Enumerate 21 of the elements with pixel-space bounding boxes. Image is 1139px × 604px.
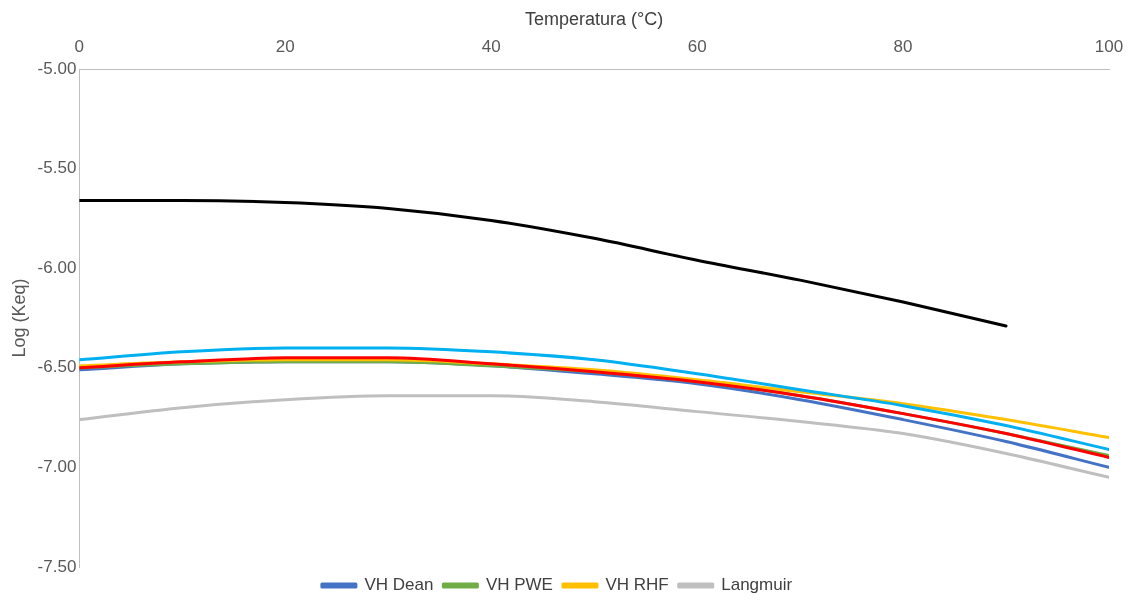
y-tick-label: -6.50 (37, 357, 77, 377)
y-tick-label: -6.00 (37, 257, 77, 277)
legend-label: VH Dean (364, 575, 434, 595)
y-axis-title: Log (Keq) (8, 278, 29, 358)
y-tick-label: -7.00 (37, 457, 77, 477)
x-tick-label: 80 (893, 37, 913, 57)
x-axis-title: Temperatura (°C) (525, 8, 664, 29)
x-tick-label: 60 (687, 37, 707, 57)
y-tick-label: -5.00 (37, 58, 77, 78)
x-tick-label: 40 (481, 37, 501, 57)
legend-label: VH RHF (605, 575, 669, 595)
legend-label: VH PWE (485, 575, 553, 595)
legend-label: Langmuir (721, 575, 793, 595)
line-series (79, 394, 1109, 479)
y-tick-label: -5.50 (37, 158, 77, 178)
x-tick-label: 20 (275, 37, 295, 57)
line-series (79, 346, 1109, 451)
y-tick-label: -7.50 (37, 556, 77, 576)
x-tick-label: 100 (1094, 37, 1124, 57)
line-series (79, 198, 1008, 328)
x-tick-label: 0 (74, 37, 85, 57)
